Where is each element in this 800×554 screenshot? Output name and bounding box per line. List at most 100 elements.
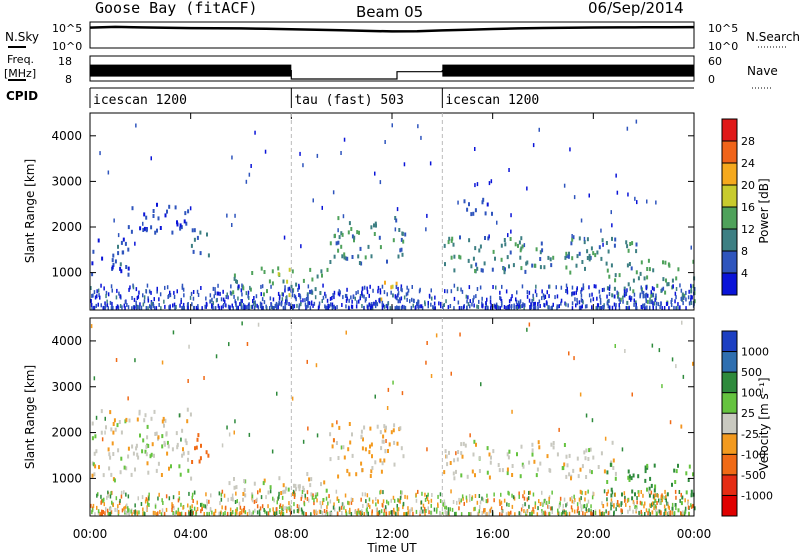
noise-cell-862 bbox=[288, 506, 290, 511]
noise-cell-338 bbox=[280, 510, 283, 515]
noise-cell-278 bbox=[237, 296, 239, 301]
sparse-cell-66 bbox=[312, 198, 314, 203]
data-cell-0-12 bbox=[91, 261, 94, 266]
data-cell-2-156 bbox=[242, 492, 245, 496]
noise-cell-355 bbox=[285, 296, 287, 300]
noise-cell-870 bbox=[229, 305, 231, 310]
data-cell-2-137 bbox=[310, 492, 313, 497]
noise-cell-739 bbox=[145, 306, 148, 310]
noise-cell-520 bbox=[563, 510, 566, 515]
noise-cell-664 bbox=[392, 293, 394, 298]
data-cell-4-106 bbox=[314, 287, 317, 292]
data-cell-3-200 bbox=[368, 450, 371, 455]
noise-cell-133 bbox=[433, 507, 436, 512]
data-cell-1-53 bbox=[157, 216, 160, 221]
sparse-cell-0 bbox=[426, 341, 428, 345]
data-cell-5-400 bbox=[614, 476, 617, 481]
time-tick-label-0: 00:00 bbox=[73, 527, 108, 541]
noise-cell-452 bbox=[293, 293, 296, 298]
data-cell-9-353 bbox=[671, 278, 674, 283]
data-cell-0-36 bbox=[166, 451, 169, 456]
data-cell-8-293 bbox=[470, 212, 473, 217]
noise-cell-6 bbox=[217, 291, 220, 296]
noise-cell-274 bbox=[647, 511, 649, 516]
noise-cell-715 bbox=[103, 502, 105, 507]
freq-line-group bbox=[90, 64, 694, 80]
data-cell-4-255 bbox=[460, 451, 463, 456]
data-cell-4-300 bbox=[531, 448, 534, 453]
noise-cell-842 bbox=[227, 304, 230, 309]
noise-cell-621 bbox=[570, 505, 573, 510]
data-cell-4-328 bbox=[550, 442, 553, 447]
noise-cell-2 bbox=[541, 490, 543, 495]
noise-cell-258 bbox=[235, 491, 237, 496]
noise-cell-558 bbox=[433, 306, 435, 311]
noise-cell-672 bbox=[661, 306, 663, 310]
noise-cell-99 bbox=[380, 509, 383, 514]
data-cell-2-62 bbox=[190, 243, 193, 248]
data-cell-3-206 bbox=[369, 426, 372, 431]
data-cell-1-44 bbox=[139, 226, 142, 231]
noise-cell-848 bbox=[507, 511, 510, 516]
data-cell-7-266 bbox=[478, 248, 481, 253]
data-cell-5-367 bbox=[674, 480, 677, 484]
noise-cell-399 bbox=[499, 502, 501, 506]
noise-cell-131 bbox=[581, 304, 583, 309]
power-range-tick-label-0: 1000 bbox=[51, 266, 82, 280]
data-cell-3-190 bbox=[363, 425, 366, 430]
noise-cell-585 bbox=[663, 306, 666, 310]
noise-cell-325 bbox=[529, 512, 531, 516]
data-cell-0-68 bbox=[144, 449, 147, 454]
noise-cell-493 bbox=[116, 288, 118, 293]
noise-cell-337 bbox=[383, 508, 386, 513]
noise-cell-166 bbox=[665, 498, 667, 503]
data-cell-4-100 bbox=[319, 291, 322, 295]
noise-cell-171 bbox=[187, 503, 189, 508]
noise-cell-456 bbox=[538, 299, 541, 304]
noise-cell-83 bbox=[598, 289, 601, 294]
nsky-series-line bbox=[89, 25, 695, 33]
noise-cell-640 bbox=[120, 490, 123, 495]
noise-cell-662 bbox=[176, 289, 178, 294]
noise-cell-38 bbox=[203, 503, 205, 508]
noise-cell-307 bbox=[630, 297, 632, 302]
noise-cell-246 bbox=[363, 285, 366, 290]
data-cell-7-255 bbox=[459, 255, 462, 260]
noise-cell-115 bbox=[293, 509, 295, 514]
noise-cell-749 bbox=[182, 287, 185, 292]
noise-cell-253 bbox=[142, 511, 144, 516]
noise-cell-323 bbox=[146, 498, 149, 503]
noise-cell-730 bbox=[147, 298, 150, 303]
data-cell-0-109 bbox=[111, 441, 114, 446]
data-cell-7-177 bbox=[565, 254, 568, 259]
noise-cell-836 bbox=[642, 303, 644, 308]
data-cell-1-118 bbox=[196, 437, 199, 442]
data-cell-4-291 bbox=[460, 442, 463, 447]
noise-cell-239 bbox=[542, 293, 545, 298]
noise-cell-179 bbox=[224, 299, 226, 304]
data-cell-4-321 bbox=[475, 442, 477, 447]
noise-cell-24 bbox=[296, 504, 299, 509]
noise-cell-268 bbox=[201, 306, 203, 311]
noise-cell-464 bbox=[492, 285, 494, 289]
station-title: Goose Bay (fitACF) bbox=[95, 0, 258, 17]
noise-cell-832 bbox=[544, 303, 546, 308]
noise-cell-699 bbox=[109, 300, 112, 305]
noise-cell-251 bbox=[143, 299, 146, 304]
sparse-cell-48 bbox=[508, 168, 510, 172]
data-cell-9-355 bbox=[628, 262, 631, 266]
data-cell-3-217 bbox=[393, 462, 396, 467]
sparse-cell-7 bbox=[343, 137, 346, 142]
data-cell-0-24 bbox=[125, 265, 128, 269]
noise-cell-672 bbox=[661, 498, 663, 503]
noise-cell-196 bbox=[278, 301, 281, 306]
data-cell-5-136 bbox=[378, 235, 381, 240]
noise-cell-798 bbox=[91, 508, 94, 513]
noise-cell-789 bbox=[530, 302, 532, 307]
noise-cell-321 bbox=[693, 287, 696, 291]
noise-cell-125 bbox=[398, 498, 400, 503]
sparse-cell-71 bbox=[476, 182, 479, 187]
noise-cell-760 bbox=[153, 297, 155, 302]
